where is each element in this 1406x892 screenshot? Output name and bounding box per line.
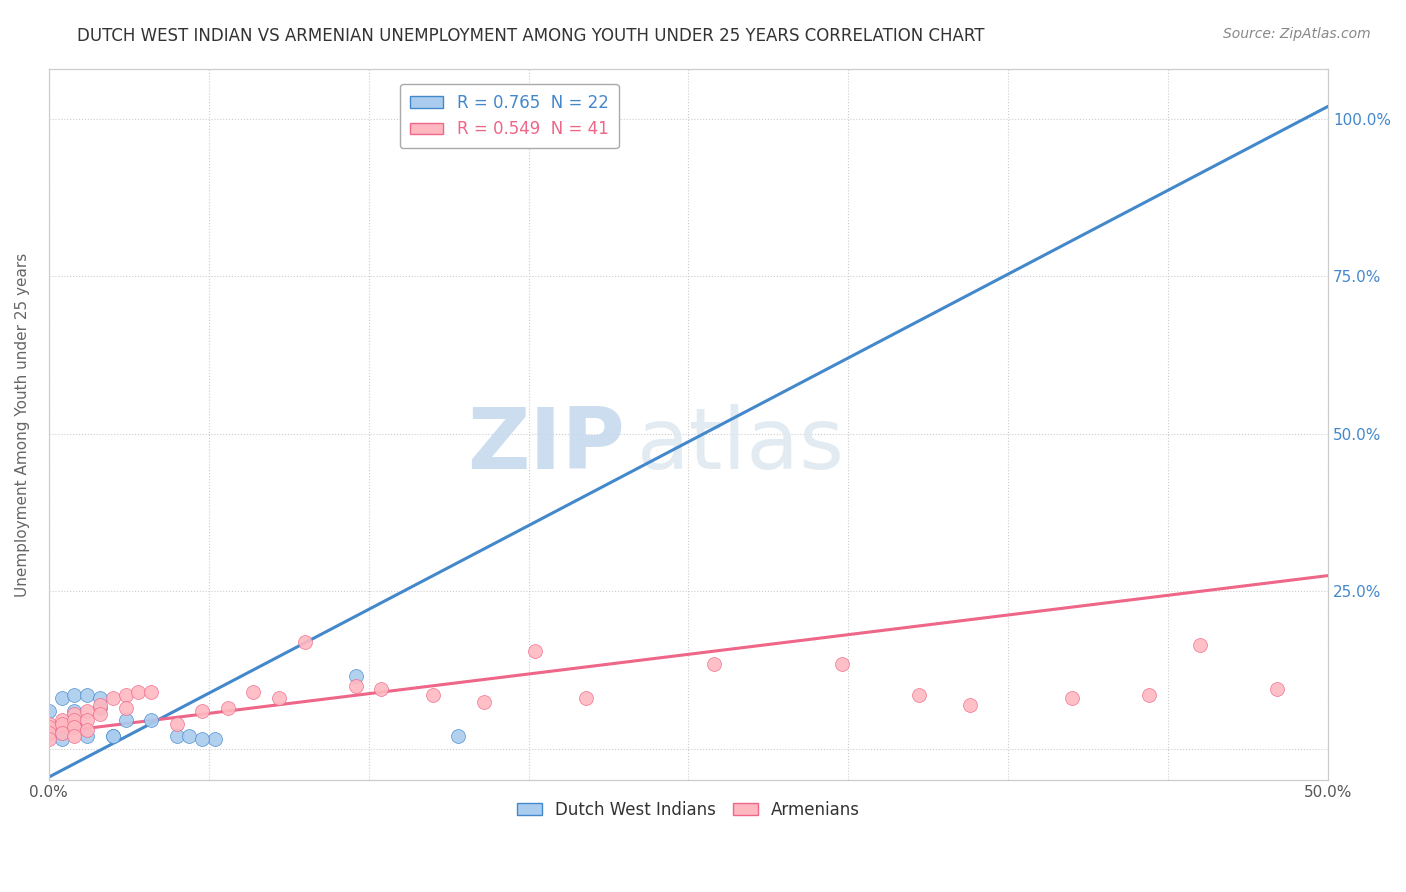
Point [63, 688, 86, 702]
Point [139, 685, 162, 699]
Point [76, 704, 98, 718]
Point [63, 716, 86, 731]
Point [166, 729, 188, 743]
Point [114, 714, 136, 728]
Point [51, 732, 73, 747]
Point [191, 704, 214, 718]
Point [76, 714, 98, 728]
Point [959, 698, 981, 712]
Point [191, 732, 214, 747]
Y-axis label: Unemployment Among Youth under 25 years: Unemployment Among Youth under 25 years [15, 252, 30, 597]
Point [63, 707, 86, 722]
Point [101, 729, 124, 743]
Point [472, 695, 495, 709]
Text: Source: ZipAtlas.com: Source: ZipAtlas.com [1223, 27, 1371, 41]
Point [51, 691, 73, 706]
Point [63, 729, 86, 743]
Point [344, 669, 367, 683]
Legend: Dutch West Indians, Armenians: Dutch West Indians, Armenians [510, 794, 866, 825]
Point [204, 732, 226, 747]
Point [344, 679, 367, 693]
Point [51, 726, 73, 740]
Point [139, 714, 162, 728]
Point [51, 726, 73, 740]
Point [76, 723, 98, 737]
Point [51, 716, 73, 731]
Point [114, 688, 136, 702]
Point [89, 698, 111, 712]
Point [51, 714, 73, 728]
Point [217, 701, 239, 715]
Point [831, 657, 853, 671]
Point [703, 657, 725, 671]
Point [38, 732, 60, 747]
Text: atlas: atlas [637, 404, 845, 487]
Point [166, 716, 188, 731]
Point [907, 688, 929, 702]
Point [523, 644, 546, 658]
Point [179, 729, 201, 743]
Point [1189, 638, 1212, 652]
Point [76, 688, 98, 702]
Point [38, 720, 60, 734]
Point [127, 685, 149, 699]
Point [38, 704, 60, 718]
Point [89, 701, 111, 715]
Point [63, 704, 86, 718]
Point [1137, 688, 1160, 702]
Point [89, 691, 111, 706]
Point [422, 688, 444, 702]
Point [575, 691, 598, 706]
Point [38, 726, 60, 740]
Point [76, 729, 98, 743]
Point [101, 729, 124, 743]
Point [101, 691, 124, 706]
Point [447, 729, 470, 743]
Point [38, 726, 60, 740]
Point [114, 701, 136, 715]
Point [267, 691, 290, 706]
Text: ZIP: ZIP [467, 404, 624, 487]
Point [370, 681, 392, 696]
Point [1062, 691, 1084, 706]
Point [89, 707, 111, 722]
Point [63, 720, 86, 734]
Point [242, 685, 264, 699]
Point [63, 714, 86, 728]
Text: DUTCH WEST INDIAN VS ARMENIAN UNEMPLOYMENT AMONG YOUTH UNDER 25 YEARS CORRELATIO: DUTCH WEST INDIAN VS ARMENIAN UNEMPLOYME… [77, 27, 984, 45]
Point [294, 634, 316, 648]
Point [38, 716, 60, 731]
Point [1265, 681, 1288, 696]
